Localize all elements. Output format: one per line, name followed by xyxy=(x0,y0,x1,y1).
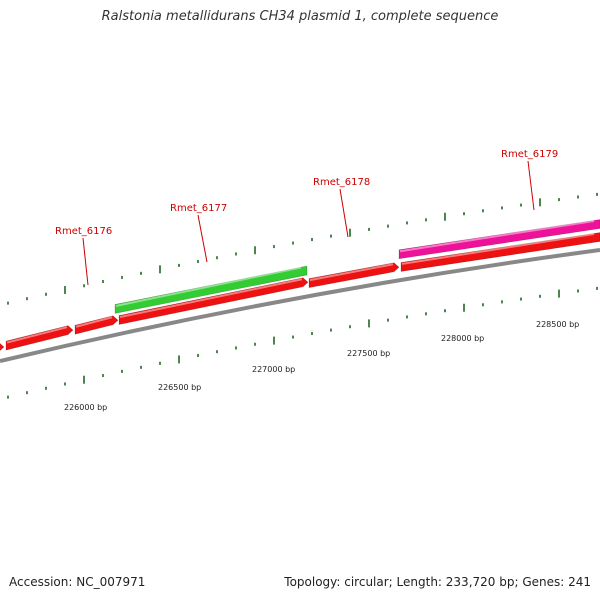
gene-label-rmet-6177[interactable]: Rmet_6177 xyxy=(170,203,227,214)
gene-forward-5-shine xyxy=(401,233,595,265)
label-leader-3 xyxy=(527,160,535,211)
bp-label-227000: 227000 bp xyxy=(252,365,295,374)
gene-forward-1 xyxy=(5,325,74,351)
gene-label-rmet-6176[interactable]: Rmet_6176 xyxy=(55,226,112,237)
gene-rmet-6176-shine xyxy=(75,316,113,328)
gene-rmet-6176 xyxy=(74,315,119,335)
bp-label-228000: 228000 bp xyxy=(441,334,484,343)
gene-forward-4-shine xyxy=(309,263,394,282)
gene-partial-left xyxy=(0,343,5,352)
gene-label-layer: Rmet_6176 Rmet_6177 Rmet_6178 Rmet_6179 xyxy=(55,149,558,237)
map-title: Ralstonia metallidurans CH34 plasmid 1, … xyxy=(101,9,499,24)
gene-forward-3-shine xyxy=(119,278,303,319)
label-leader-2 xyxy=(339,188,349,238)
gene-forward-3 xyxy=(118,277,309,325)
inner-tick-track xyxy=(7,286,598,399)
gene-rmet-6179 xyxy=(398,219,600,260)
gene-label-rmet-6178[interactable]: Rmet_6178 xyxy=(313,177,370,188)
bp-label-226500: 226500 bp xyxy=(158,383,201,392)
gene-rmet-6177 xyxy=(114,265,308,314)
gene-forward-4 xyxy=(308,262,400,288)
gene-label-leaders xyxy=(82,160,535,286)
gene-rmet-6177-shine xyxy=(115,266,302,307)
bp-scale-labels: 226000 bp 226500 bp 227000 bp 227500 bp … xyxy=(64,320,579,412)
gene-forward-1-shine xyxy=(6,326,68,344)
bp-label-227500: 227500 bp xyxy=(347,349,390,358)
bp-label-226000: 226000 bp xyxy=(64,403,107,412)
accession-text: Accession: NC_007971 xyxy=(9,575,146,589)
label-leader-1 xyxy=(197,214,208,263)
gene-forward-5 xyxy=(400,232,600,272)
outer-tick-track xyxy=(7,192,598,305)
bp-label-228500: 228500 bp xyxy=(536,320,579,329)
plasmid-backbone xyxy=(0,248,600,363)
gene-label-rmet-6179[interactable]: Rmet_6179 xyxy=(501,149,558,160)
gene-track xyxy=(0,219,600,352)
label-leader-0 xyxy=(82,237,89,286)
topology-text: Topology: circular; Length: 233,720 bp; … xyxy=(284,575,591,589)
gene-rmet-6179-shine xyxy=(399,220,595,253)
